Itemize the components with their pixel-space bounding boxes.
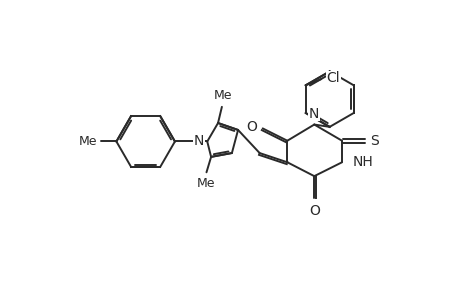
Text: O: O — [246, 120, 257, 134]
Text: O: O — [308, 204, 319, 218]
Text: N: N — [308, 107, 319, 121]
Text: Cl: Cl — [326, 71, 339, 85]
Text: Me: Me — [78, 135, 97, 148]
Text: S: S — [369, 134, 378, 148]
Text: NH: NH — [352, 155, 373, 169]
Text: Me: Me — [214, 89, 232, 102]
Text: N: N — [193, 134, 204, 148]
Text: Me: Me — [197, 177, 215, 190]
